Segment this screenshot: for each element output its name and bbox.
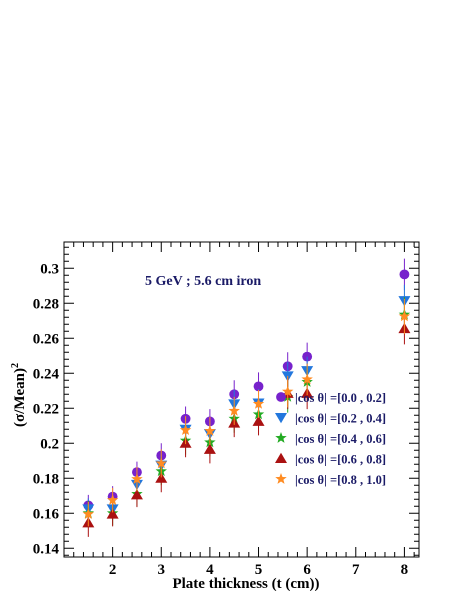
legend-marker xyxy=(275,473,287,484)
y-tick-label: 0.2 xyxy=(40,436,59,452)
data-point xyxy=(398,310,411,322)
data-point xyxy=(203,443,216,454)
legend-marker xyxy=(276,392,286,402)
data-point xyxy=(281,385,294,397)
x-tick-label: 2 xyxy=(109,562,117,578)
x-tick-label: 4 xyxy=(206,562,214,578)
series-layer xyxy=(82,258,411,537)
plot-frame xyxy=(63,241,420,558)
y-tick-label: 0.24 xyxy=(33,366,60,382)
y-axis-label-sup: 2 xyxy=(10,363,21,368)
data-point xyxy=(155,457,167,469)
data-point xyxy=(106,508,119,519)
y-tick-label: 0.28 xyxy=(33,296,59,312)
y-tick-label: 0.3 xyxy=(40,261,59,277)
x-axis-label: Plate thickness (t (cm)) xyxy=(172,576,319,591)
x-tick-label: 3 xyxy=(158,562,166,578)
data-point xyxy=(228,404,240,416)
legend-label: |cos θ| =[0.0 , 0.2] xyxy=(295,391,386,405)
legend-label: |cos θ| =[0.4 , 0.6] xyxy=(295,432,386,446)
data-point xyxy=(252,397,265,409)
y-tick-label: 0.16 xyxy=(33,506,60,522)
legend-label: |cos θ| =[0.8 , 1.0] xyxy=(295,473,386,487)
y-tick-label: 0.14 xyxy=(33,541,60,557)
series-5 xyxy=(82,298,411,527)
legend-marker xyxy=(275,413,287,424)
data-point xyxy=(131,473,143,484)
y-axis-label: (σ/Mean)2 xyxy=(10,363,28,427)
data-point xyxy=(179,424,192,435)
data-point xyxy=(106,494,119,505)
labels-layer: 5 GeV ; 5.6 cm iron Plate thickness (t (… xyxy=(10,274,320,591)
x-tick-label: 7 xyxy=(352,562,360,578)
legend: |cos θ| =[0.0 , 0.2] |cos θ| =[0.2 , 0.4]… xyxy=(275,391,386,487)
x-tick-label: 5 xyxy=(255,562,263,578)
data-point xyxy=(155,472,168,483)
y-tick-label: 0.22 xyxy=(33,401,59,417)
legend-label: |cos θ| =[0.6 , 0.8] xyxy=(295,453,386,467)
data-point xyxy=(301,373,313,385)
legend-marker xyxy=(275,452,287,463)
data-point xyxy=(253,381,264,392)
x-tick-label: 8 xyxy=(401,562,409,578)
y-axis-label-main: (σ/Mean) xyxy=(12,368,28,427)
data-point xyxy=(399,269,410,280)
axes: 2 3 4 5 6 7 8 0.14 0.16 0.18 0.2 0.22 0.24 0.26 0.28 0.… xyxy=(33,241,420,578)
x-tick-label: 6 xyxy=(303,562,311,578)
legend-marker xyxy=(275,432,287,443)
data-point xyxy=(130,489,143,500)
y-tick-label: 0.18 xyxy=(33,471,59,487)
legend-label: |cos θ| =[0.2 , 0.4] xyxy=(295,412,386,426)
data-point xyxy=(252,415,265,426)
chart-annotation: 5 GeV ; 5.6 cm iron xyxy=(145,274,261,289)
y-tick-label: 0.26 xyxy=(33,331,60,347)
data-point xyxy=(204,425,216,436)
data-point xyxy=(82,508,95,519)
